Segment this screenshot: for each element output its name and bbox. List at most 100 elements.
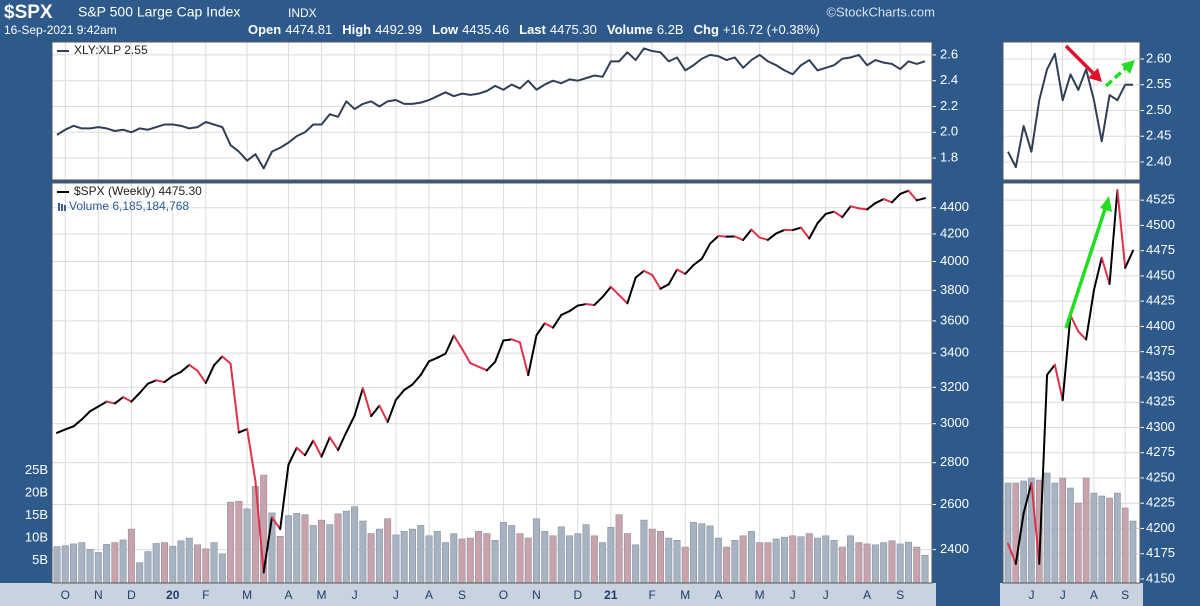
volume-bar (871, 544, 879, 584)
x-tick-label: A (863, 588, 871, 602)
volume-bar (94, 552, 102, 584)
volume-bar (483, 533, 491, 584)
volume-bar (1114, 492, 1121, 584)
volume-bar (375, 528, 383, 584)
y-tick-label: 2.45 (1146, 128, 1171, 143)
price-segment (1100, 256, 1111, 286)
x-tick-label: N (94, 588, 103, 602)
price-segment (89, 405, 100, 413)
price-segment (882, 198, 893, 204)
price-segment (1061, 314, 1072, 402)
price-segment (849, 205, 860, 210)
x-tick-label: J (393, 588, 399, 602)
price-segment (1124, 249, 1134, 269)
x-tick-label: S (896, 588, 904, 602)
price-segment (80, 410, 92, 421)
volume-bar (764, 542, 772, 584)
stat-label: Chg (694, 22, 719, 37)
plot-border (51, 182, 933, 584)
plot-background (52, 183, 932, 583)
stat-label: Last (519, 22, 546, 37)
volume-bar (896, 543, 904, 584)
price-segment (394, 388, 406, 401)
y2-tick-label: 25B (25, 462, 48, 477)
volume-bar (442, 542, 450, 584)
plot-background (1003, 42, 1140, 180)
price-segment (72, 418, 83, 428)
price-segment (494, 339, 505, 363)
price-segment (808, 222, 819, 240)
volume-bar (169, 545, 177, 584)
y-tick-label: 2.2 (940, 98, 958, 113)
volume-bar (70, 543, 78, 584)
price-segment (709, 234, 720, 245)
price-segment (180, 363, 191, 373)
volume-bar (318, 519, 326, 584)
volume-bar (160, 542, 168, 584)
volume-bar (814, 537, 822, 584)
x-tick-label: 20 (166, 588, 180, 602)
price-segment (502, 338, 513, 342)
y-tick-label: 2.6 (940, 46, 958, 61)
volume-bar (284, 515, 292, 584)
x-tick-label: M (242, 588, 252, 602)
price-segment (816, 212, 827, 225)
annotation-arrows (1064, 44, 1135, 329)
volume-bar (1043, 472, 1051, 584)
price-segment (163, 374, 174, 384)
volume-bar (466, 537, 474, 584)
volume-bar (103, 544, 111, 584)
price-segment (353, 387, 364, 417)
price-segment (270, 516, 282, 531)
price-segment (874, 198, 885, 205)
volume-bar (392, 534, 400, 584)
volume-bar (351, 506, 359, 584)
volume-bar (194, 544, 202, 584)
index-name: S&P 500 Large Cap Index (78, 4, 240, 20)
volume-bar (1075, 502, 1082, 584)
volume-bar (1004, 482, 1012, 584)
price-segment (618, 294, 629, 305)
volume-bar (590, 535, 598, 584)
volume-bar (706, 525, 714, 584)
green-arrow (1064, 205, 1108, 329)
plot-border (1002, 41, 1141, 181)
price-segment (791, 226, 802, 232)
price-segment (552, 313, 563, 329)
volume-bar (508, 525, 516, 584)
volume-bar (61, 545, 69, 584)
y-tick-label: 4525 (1146, 192, 1175, 207)
y-tick-label: 2800 (940, 454, 969, 469)
price-segment (295, 446, 306, 457)
x-tick-label: F (202, 588, 209, 602)
price-segment (1053, 363, 1064, 402)
price-segment (171, 370, 182, 377)
price-segment (824, 210, 836, 215)
price-segment (328, 436, 340, 452)
price-segment (444, 334, 455, 355)
price-segment (436, 352, 447, 359)
stat-label: Low (432, 22, 459, 37)
price-segment (188, 363, 199, 372)
volume-bar (326, 524, 334, 584)
price-segment (510, 338, 521, 344)
volume-bar (582, 524, 590, 584)
price-segment (221, 355, 232, 365)
volume-bar (640, 519, 648, 584)
y-tick-label: 3600 (940, 312, 969, 327)
x-tick-label: A (425, 588, 433, 602)
price-segment (97, 400, 108, 408)
volume-bar (1106, 497, 1113, 584)
y-tick-label: 4175 (1146, 545, 1175, 560)
x-tick-label: M (755, 588, 765, 602)
x-tick-label: J (823, 588, 829, 602)
x-tick-label: M (317, 588, 327, 602)
volume-bar (904, 541, 912, 584)
date: 16-Sep-2021 9:42am (4, 23, 117, 37)
exchange: INDX (288, 6, 317, 20)
volume-bar (747, 531, 755, 584)
volume-bar (276, 536, 284, 584)
volume-bar (499, 522, 507, 584)
price-segment (138, 382, 149, 394)
